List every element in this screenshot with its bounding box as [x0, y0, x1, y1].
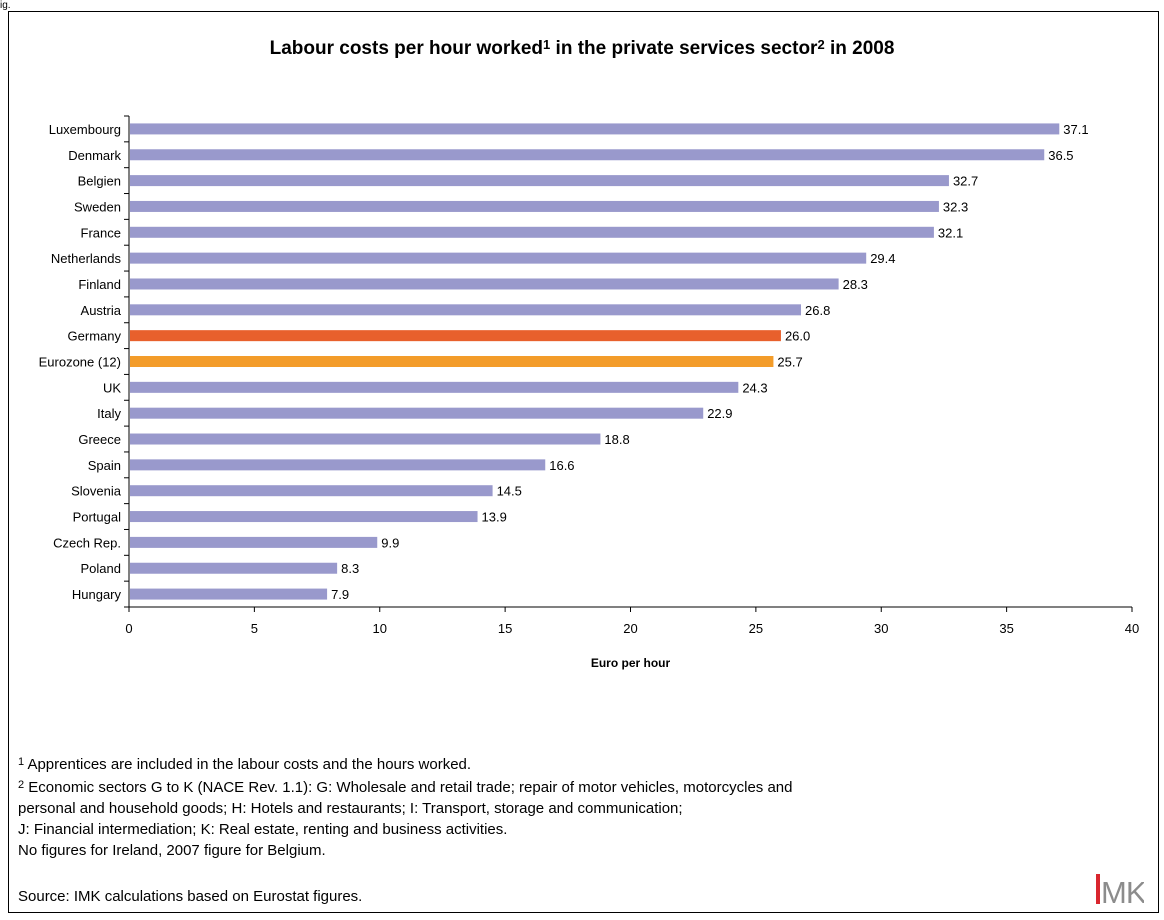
value-label: 28.3 [843, 277, 868, 292]
category-label: Poland [81, 561, 121, 576]
value-label: 9.9 [381, 535, 399, 550]
value-label: 14.5 [497, 484, 522, 499]
bar [130, 252, 867, 264]
value-label: 29.4 [870, 251, 895, 266]
value-label: 16.6 [549, 458, 574, 473]
value-label: 26.0 [785, 329, 810, 344]
x-tick-label: 20 [623, 621, 637, 636]
bar [130, 304, 802, 316]
value-label: 24.3 [742, 380, 767, 395]
value-label: 32.1 [938, 225, 963, 240]
source-note: Source: IMK calculations based on Eurost… [18, 888, 363, 905]
figure-label: ig. [0, 0, 11, 11]
bar [130, 381, 739, 393]
bar [130, 226, 934, 238]
category-label: Luxembourg [49, 122, 121, 137]
x-tick-label: 5 [251, 621, 258, 636]
footnote-1-text: Apprentices are included in the labour c… [24, 756, 472, 773]
imk-logo-red-bar [1096, 874, 1100, 904]
value-label: 18.8 [604, 432, 629, 447]
bar [130, 536, 378, 548]
x-tick-label: 30 [874, 621, 888, 636]
category-label: Finland [78, 277, 121, 292]
category-label: UK [103, 380, 121, 395]
value-label: 8.3 [341, 561, 359, 576]
footnote-2-line-1: Economic sectors G to K (NACE Rev. 1.1):… [24, 779, 793, 796]
category-label: Spain [88, 458, 121, 473]
bar [130, 123, 1060, 135]
imk-logo: MK [1096, 874, 1144, 906]
bar [130, 149, 1045, 161]
value-label: 32.3 [943, 199, 968, 214]
value-label: 13.9 [482, 510, 507, 525]
x-tick-label: 0 [125, 621, 132, 636]
footnote-2-line-2: personal and household goods; H: Hotels … [18, 800, 683, 817]
imk-logo-text: MK [1101, 875, 1144, 906]
value-label: 37.1 [1063, 122, 1088, 137]
category-label: Eurozone (12) [39, 355, 121, 370]
footnote-2-mark: 2 [18, 779, 25, 791]
category-label: Portugal [73, 510, 122, 525]
x-tick-label: 15 [498, 621, 512, 636]
title-footnote-1: 1 [543, 37, 551, 52]
title-mid: in the private services sector [550, 38, 818, 59]
bar [130, 330, 781, 342]
footnote-1: 1 Apprentices are included in the labour… [18, 752, 792, 775]
footnote-1-mark: 1 [18, 756, 25, 768]
bar-chart: 0 5 10 15 20 25 30 35 40 Euro per hour Luxembourg 3… [39, 115, 1139, 670]
footnote-2-line-3: J: Financial intermediation; K: Real est… [18, 821, 508, 838]
bar [130, 278, 839, 290]
x-tick-label: 25 [749, 621, 763, 636]
title-end: in 2008 [824, 38, 895, 59]
bar [130, 200, 939, 212]
category-label: Greece [78, 432, 121, 447]
category-label: Hungary [72, 587, 122, 602]
bar [130, 511, 478, 523]
value-label: 36.5 [1048, 148, 1073, 163]
category-label: Czech Rep. [53, 535, 121, 550]
note-line-4: No figures for Ireland, 2007 figure for … [18, 842, 326, 859]
category-label: Belgien [78, 174, 121, 189]
category-label: Sweden [74, 199, 121, 214]
chart-title: Labour costs per hour worked1 in the pri… [0, 38, 1164, 60]
x-tick-label: 40 [1125, 621, 1139, 636]
x-tick-label: 10 [373, 621, 387, 636]
category-label: Germany [68, 329, 122, 344]
bar [130, 433, 601, 445]
bar [130, 407, 704, 419]
value-label: 22.9 [707, 406, 732, 421]
bar [130, 356, 774, 367]
title-footnote-2: 2 [817, 37, 825, 52]
footnotes: 1 Apprentices are included in the labour… [18, 752, 792, 861]
category-label: Austria [81, 303, 122, 318]
category-label: France [81, 225, 121, 240]
bar [130, 588, 328, 600]
x-axis-title: Euro per hour [591, 656, 671, 670]
x-tick-label: 35 [999, 621, 1013, 636]
bar [130, 175, 949, 187]
category-label: Slovenia [71, 484, 122, 499]
bar [130, 459, 546, 471]
bar [130, 485, 493, 497]
footnote-2: 2 Economic sectors G to K (NACE Rev. 1.1… [18, 775, 792, 798]
chart-frame [8, 11, 1159, 913]
category-label: Netherlands [51, 251, 122, 266]
category-label: Denmark [68, 148, 121, 163]
category-label: Italy [97, 406, 121, 421]
title-main: Labour costs per hour worked [269, 38, 544, 59]
value-label: 7.9 [331, 587, 349, 602]
value-label: 25.7 [777, 355, 802, 370]
value-label: 26.8 [805, 303, 830, 318]
value-label: 32.7 [953, 174, 978, 189]
bar [130, 562, 338, 574]
